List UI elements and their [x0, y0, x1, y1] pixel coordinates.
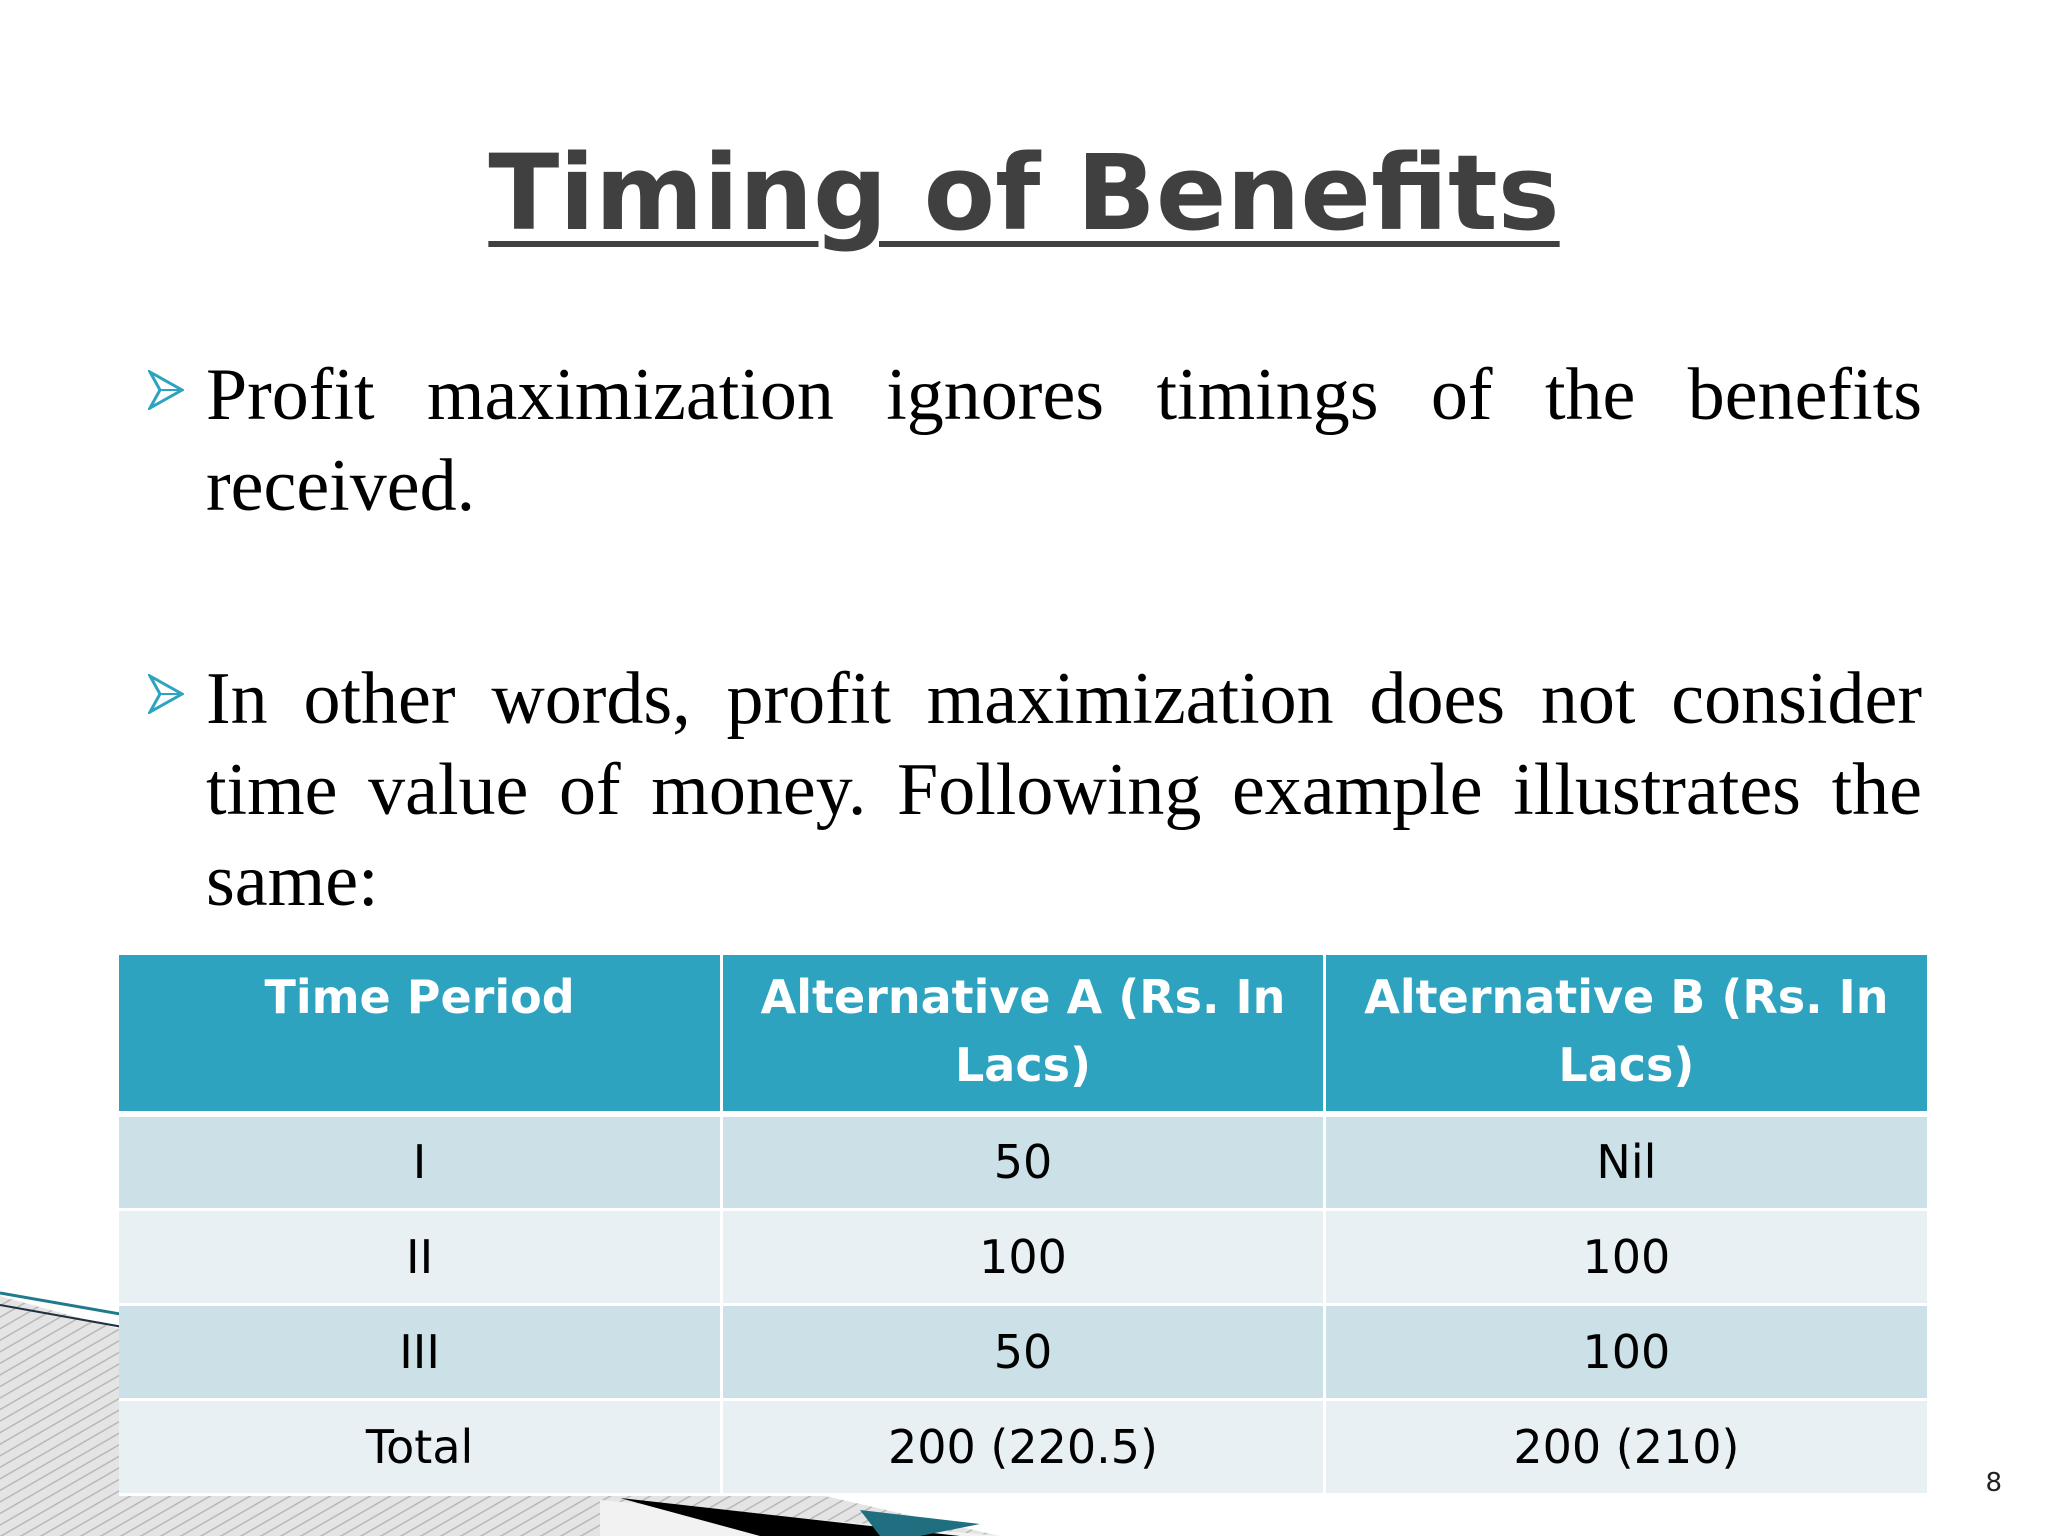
table-cell: 100	[1324, 1304, 1927, 1401]
bullet-item: Profit maximization ignores timings of t…	[148, 350, 1922, 532]
slide-title: Timing of Benefits	[0, 128, 2048, 258]
comparison-table: Time Period Alternative A (Rs. In Lacs) …	[119, 955, 1927, 1496]
table-header-row: Time Period Alternative A (Rs. In Lacs) …	[119, 955, 1927, 1117]
table-row: III 50 100	[119, 1304, 1927, 1401]
page-number: 8	[1985, 1468, 2002, 1498]
bullet-text: In other words, profit maximization does…	[206, 658, 1922, 922]
table-cell: 200 (210)	[1324, 1399, 1927, 1496]
teal-wedge-shape	[860, 1510, 980, 1536]
slide-title-text: Timing of Benefits	[488, 132, 1560, 254]
chevron-right-arrow-icon	[148, 674, 184, 714]
column-header-alternative-b: Alternative B (Rs. In Lacs)	[1324, 955, 1927, 1117]
table-cell: 200 (220.5)	[721, 1399, 1326, 1496]
bullet-item: In other words, profit maximization does…	[148, 654, 1922, 927]
comparison-table-container: Time Period Alternative A (Rs. In Lacs) …	[119, 955, 1927, 1496]
table-cell: III	[119, 1304, 724, 1401]
bullet-text: Profit maximization ignores timings of t…	[206, 354, 1922, 527]
table-cell: Total	[119, 1399, 724, 1496]
table-cell: II	[119, 1209, 724, 1306]
column-header-alternative-a: Alternative A (Rs. In Lacs)	[721, 955, 1326, 1117]
column-header-time-period: Time Period	[119, 955, 724, 1117]
table-cell: 100	[1324, 1209, 1927, 1306]
table-row: I 50 Nil	[119, 1114, 1927, 1211]
table-cell: 50	[721, 1114, 1326, 1211]
table-cell: 100	[721, 1209, 1326, 1306]
table-row-total: Total 200 (220.5) 200 (210)	[119, 1399, 1927, 1496]
table-cell: I	[119, 1114, 724, 1211]
table-cell: 50	[721, 1304, 1326, 1401]
chevron-right-arrow-icon	[148, 370, 184, 410]
table-row: II 100 100	[119, 1209, 1927, 1306]
table-cell: Nil	[1324, 1114, 1927, 1211]
